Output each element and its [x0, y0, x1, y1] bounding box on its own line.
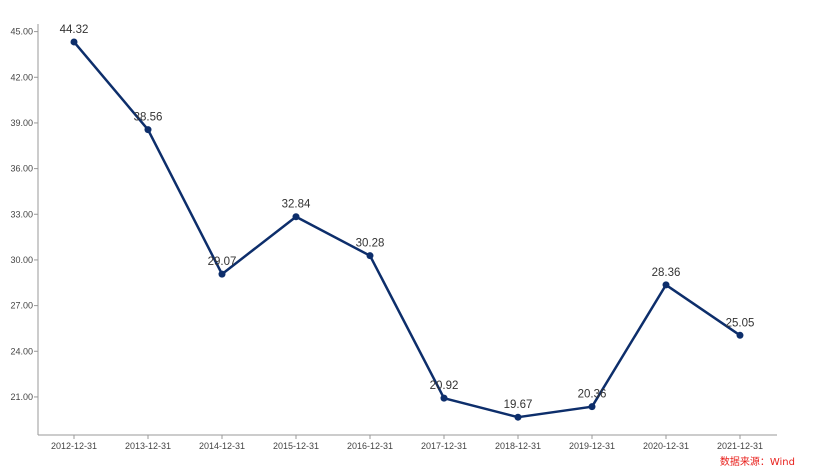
data-points [70, 38, 744, 421]
data-point [588, 403, 596, 411]
y-tick-label: 39.00 [10, 118, 33, 128]
y-tick-label: 21.00 [10, 392, 33, 402]
source-note: 数据来源：Wind [719, 457, 795, 468]
series-line [73, 41, 741, 419]
data-point [366, 252, 374, 260]
data-point [144, 126, 152, 134]
data-labels: 44.32 38.56 29.07 32.84 30.28 20.92 19.67 20.36… [60, 24, 755, 411]
data-point [70, 38, 78, 46]
data-label: 28.36 [652, 267, 681, 279]
data-label: 19.67 [504, 399, 533, 411]
x-tick-label: 2017-12-31 [421, 441, 467, 451]
data-label: 38.56 [134, 112, 163, 124]
data-point [292, 213, 300, 221]
y-tick-label: 24.00 [10, 346, 33, 356]
data-label: 29.07 [208, 256, 237, 268]
x-tick-label: 2015-12-31 [273, 441, 319, 451]
y-tick-label: 27.00 [10, 301, 33, 311]
y-tick-label: 36.00 [10, 164, 33, 174]
data-label: 44.32 [60, 24, 89, 36]
data-point [662, 281, 670, 289]
y-tick-label: 30.00 [10, 255, 33, 265]
data-label: 25.05 [726, 317, 755, 329]
x-axis-ticks: 2012-12-31 2013-12-31 2014-12-31 2015-12-31… [51, 435, 763, 451]
y-tick-label: 42.00 [10, 72, 33, 82]
y-axis-ticks: 21.00 24.00 27.00 30.00 33.00 36.00 39.00 42.00… [10, 27, 38, 402]
data-point [514, 413, 522, 421]
y-tick-label: 33.00 [10, 209, 33, 219]
x-tick-label: 2018-12-31 [495, 441, 541, 451]
data-label: 32.84 [282, 199, 311, 211]
x-tick-label: 2020-12-31 [643, 441, 689, 451]
data-label: 20.36 [578, 389, 607, 401]
data-point [440, 394, 448, 402]
x-tick-label: 2013-12-31 [125, 441, 171, 451]
x-tick-label: 2019-12-31 [569, 441, 615, 451]
data-point [218, 270, 226, 278]
data-label: 30.28 [356, 238, 385, 250]
data-label: 20.92 [430, 380, 459, 392]
x-tick-label: 2012-12-31 [51, 441, 97, 451]
x-tick-label: 2021-12-31 [717, 441, 763, 451]
x-tick-label: 2016-12-31 [347, 441, 393, 451]
data-point [736, 331, 744, 339]
y-tick-label: 45.00 [10, 27, 33, 37]
x-tick-label: 2014-12-31 [199, 441, 245, 451]
